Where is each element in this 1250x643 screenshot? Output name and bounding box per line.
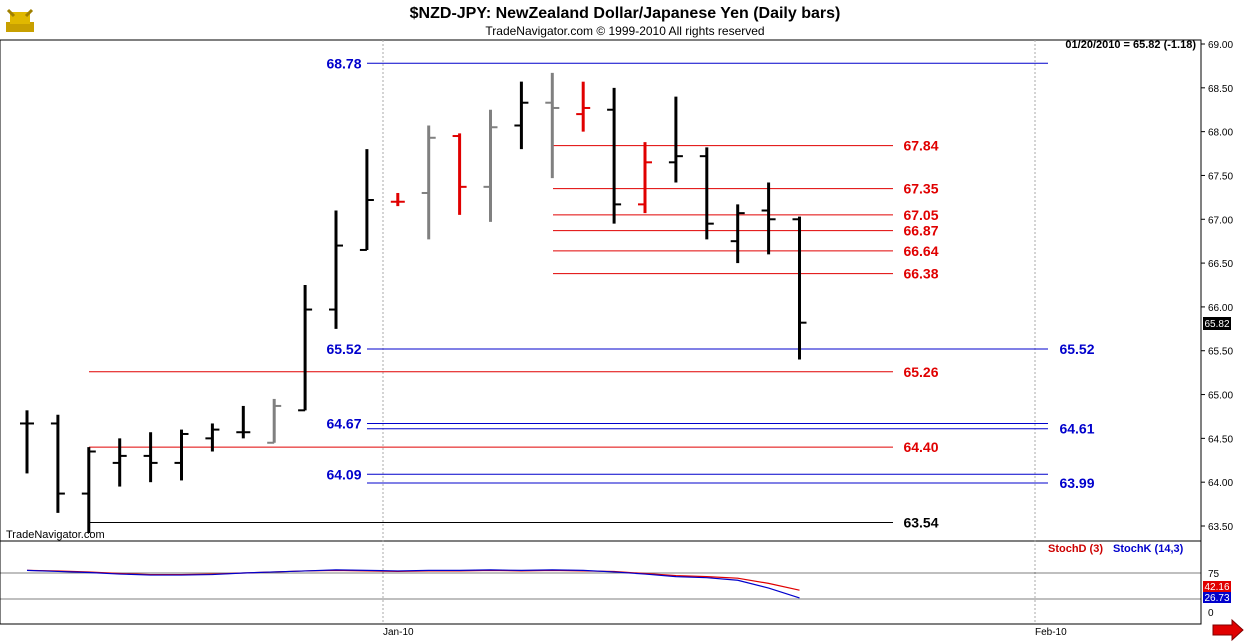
price-bar <box>174 429 189 481</box>
y-tick-label: 65.50 <box>1208 347 1233 358</box>
y-tick-label: 66.50 <box>1208 259 1233 270</box>
price-bar <box>390 192 405 207</box>
bull-logo-icon <box>6 8 34 32</box>
blue-level-label: 68.78 <box>326 55 361 71</box>
price-axis: 69.00 68.50 68.00 67.50 67.00 66.50 66.00 65.50… <box>1201 40 1233 533</box>
price-bar <box>359 149 374 251</box>
last-price-tag: 65.82 <box>1204 319 1229 330</box>
last-price-tag-bg <box>1203 317 1231 330</box>
price-bar <box>514 81 529 150</box>
red-level-label: 65.26 <box>903 364 938 380</box>
y-tick-label: 67.00 <box>1208 215 1233 226</box>
price-bar <box>607 87 622 224</box>
y-tick-label: 68.50 <box>1208 84 1233 95</box>
stoch-tick-label: 0 <box>1208 608 1214 619</box>
price-bar <box>545 72 560 179</box>
x-tick-jan: Jan-10 <box>383 627 414 638</box>
y-tick-label: 69.00 <box>1208 40 1233 51</box>
y-tick-label: 63.50 <box>1208 522 1233 533</box>
price-bar <box>236 405 251 439</box>
black-level-label: 63.54 <box>903 514 938 530</box>
red-level-label: 66.64 <box>903 243 938 259</box>
red-level-label: 67.05 <box>903 207 938 223</box>
blue-level-label: 64.09 <box>326 466 361 482</box>
blue-level-label: 64.61 <box>1059 421 1094 437</box>
price-bar <box>452 133 467 215</box>
copyright-text: TradeNavigator.com © 1999-2010 All right… <box>485 24 764 38</box>
blue-level-label: 64.67 <box>326 415 361 431</box>
stoch-series-line <box>26 569 800 591</box>
y-tick-label: 65.00 <box>1208 391 1233 402</box>
price-bar <box>50 414 65 513</box>
price-bar <box>483 109 498 222</box>
stoch-series-line <box>26 569 800 599</box>
stochd-legend: StochD (3) <box>1048 543 1103 555</box>
y-tick-label: 66.00 <box>1208 303 1233 314</box>
chart-title: $NZD-JPY: NewZealand Dollar/Japanese Yen… <box>410 5 841 22</box>
x-tick-feb: Feb-10 <box>1035 627 1067 638</box>
price-bar <box>668 96 683 183</box>
price-bar <box>730 204 745 264</box>
y-tick-label: 67.50 <box>1208 171 1233 182</box>
price-bars <box>20 72 807 534</box>
stochk-tag: 26.73 <box>1204 593 1229 604</box>
price-bar <box>761 182 776 255</box>
y-tick-label: 64.50 <box>1208 434 1233 445</box>
price-bar <box>112 438 127 487</box>
price-bar <box>205 423 220 452</box>
price-bar <box>81 447 96 534</box>
stochk-legend: StochK (14,3) <box>1113 543 1184 555</box>
price-bar <box>576 81 591 132</box>
red-level-label: 64.40 <box>903 439 938 455</box>
stoch-tick-label: 75 <box>1208 569 1220 580</box>
right-arrow-icon[interactable] <box>1212 618 1244 642</box>
blue-level-label: 63.99 <box>1059 475 1094 491</box>
blue-level-label: 65.52 <box>1059 341 1094 357</box>
red-level-label: 66.87 <box>903 223 938 239</box>
price-bar <box>298 285 313 412</box>
stochastic-lines <box>0 569 1201 600</box>
stochd-tag: 42.16 <box>1204 582 1229 593</box>
price-bar <box>267 398 282 444</box>
y-tick-label: 64.00 <box>1208 478 1233 489</box>
price-bar <box>638 142 652 214</box>
price-bar <box>699 147 714 240</box>
last-quote: 01/20/2010 = 65.82 (-1.18) <box>1065 39 1196 51</box>
price-bar <box>792 216 807 360</box>
red-level-label: 67.35 <box>903 181 938 197</box>
red-level-label: 67.84 <box>903 138 938 154</box>
red-level-label: 66.38 <box>903 266 938 282</box>
level-lines: 68.78 65.52 65.52 64.67 64.61 64.09 63.99 67.84… <box>89 55 1095 530</box>
price-bar <box>421 125 436 240</box>
watermark: TradeNavigator.com <box>6 529 105 541</box>
price-bar <box>20 410 34 474</box>
stoch-panel <box>0 540 1202 625</box>
price-bar <box>143 432 158 483</box>
y-tick-label: 68.00 <box>1208 128 1233 139</box>
stochd-tag-bg <box>1203 581 1231 592</box>
price-bar <box>329 210 343 329</box>
blue-level-label: 65.52 <box>326 341 361 357</box>
stochk-tag-bg <box>1203 592 1231 603</box>
